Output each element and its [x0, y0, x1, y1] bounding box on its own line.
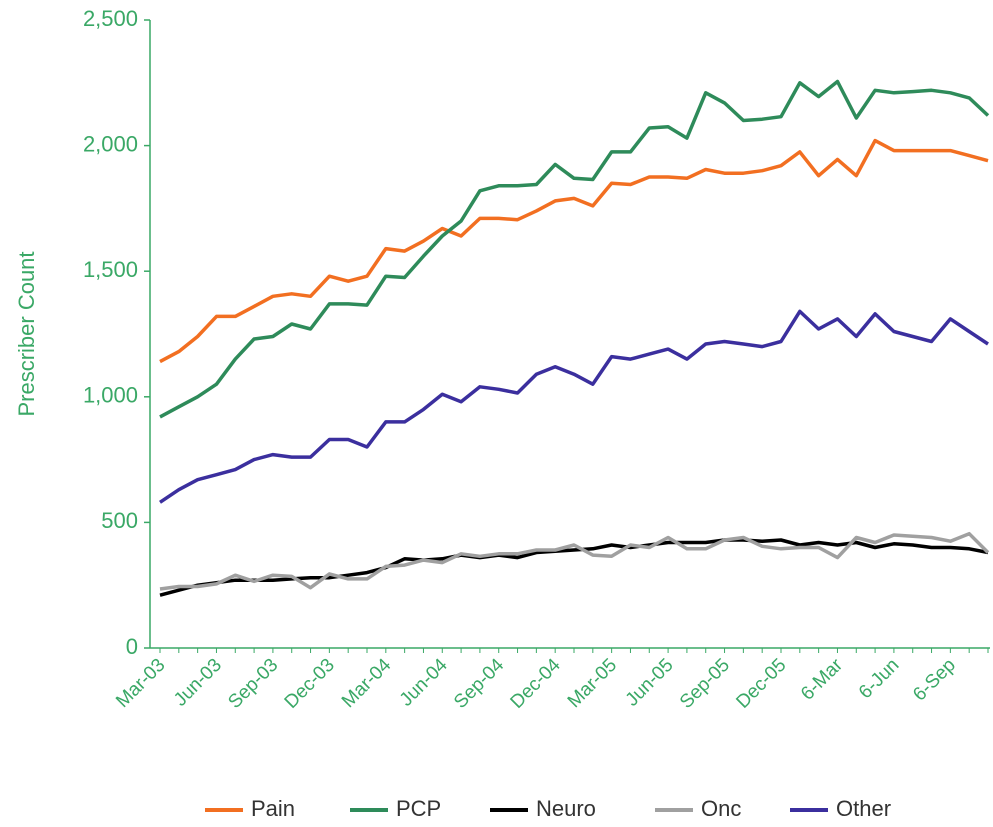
x-tick-label: 6-Mar	[797, 654, 847, 704]
x-tick-label: Jun-05	[622, 655, 678, 711]
legend-label: Other	[836, 796, 891, 821]
series-line	[159, 309, 989, 504]
y-tick-label: 2,500	[83, 6, 138, 31]
y-tick-label: 1,500	[83, 257, 138, 282]
x-tick-label: 6-Jun	[855, 655, 903, 703]
x-tick-label: Sep-03	[224, 655, 282, 713]
x-tick-label: Dec-03	[281, 655, 339, 713]
series-line	[159, 531, 990, 591]
legend-label: Neuro	[536, 796, 596, 821]
legend-label: Onc	[701, 796, 741, 821]
legend-label: PCP	[396, 796, 441, 821]
x-tick-label: Jun-04	[396, 654, 452, 710]
x-tick-label: Dec-04	[507, 654, 565, 712]
y-tick-label: 0	[126, 634, 138, 659]
y-tick-label: 500	[101, 508, 138, 533]
series-line	[159, 138, 989, 364]
x-tick-label: Mar-05	[564, 655, 621, 712]
x-tick-label: Jun-03	[170, 655, 226, 711]
x-tick-label: Sep-04	[450, 654, 508, 712]
legend-label: Pain	[251, 796, 295, 821]
x-tick-label: 6-Sep	[909, 655, 960, 706]
y-axis-label: Prescriber Count	[14, 251, 39, 416]
x-tick-label: Sep-05	[676, 655, 734, 713]
y-tick-label: 2,000	[83, 131, 138, 156]
series-line	[159, 538, 989, 597]
x-tick-label: Mar-04	[338, 654, 396, 712]
x-tick-label: Mar-03	[112, 655, 169, 712]
series-line	[159, 79, 990, 419]
y-tick-label: 1,000	[83, 383, 138, 408]
x-tick-label: Dec-05	[732, 655, 790, 713]
